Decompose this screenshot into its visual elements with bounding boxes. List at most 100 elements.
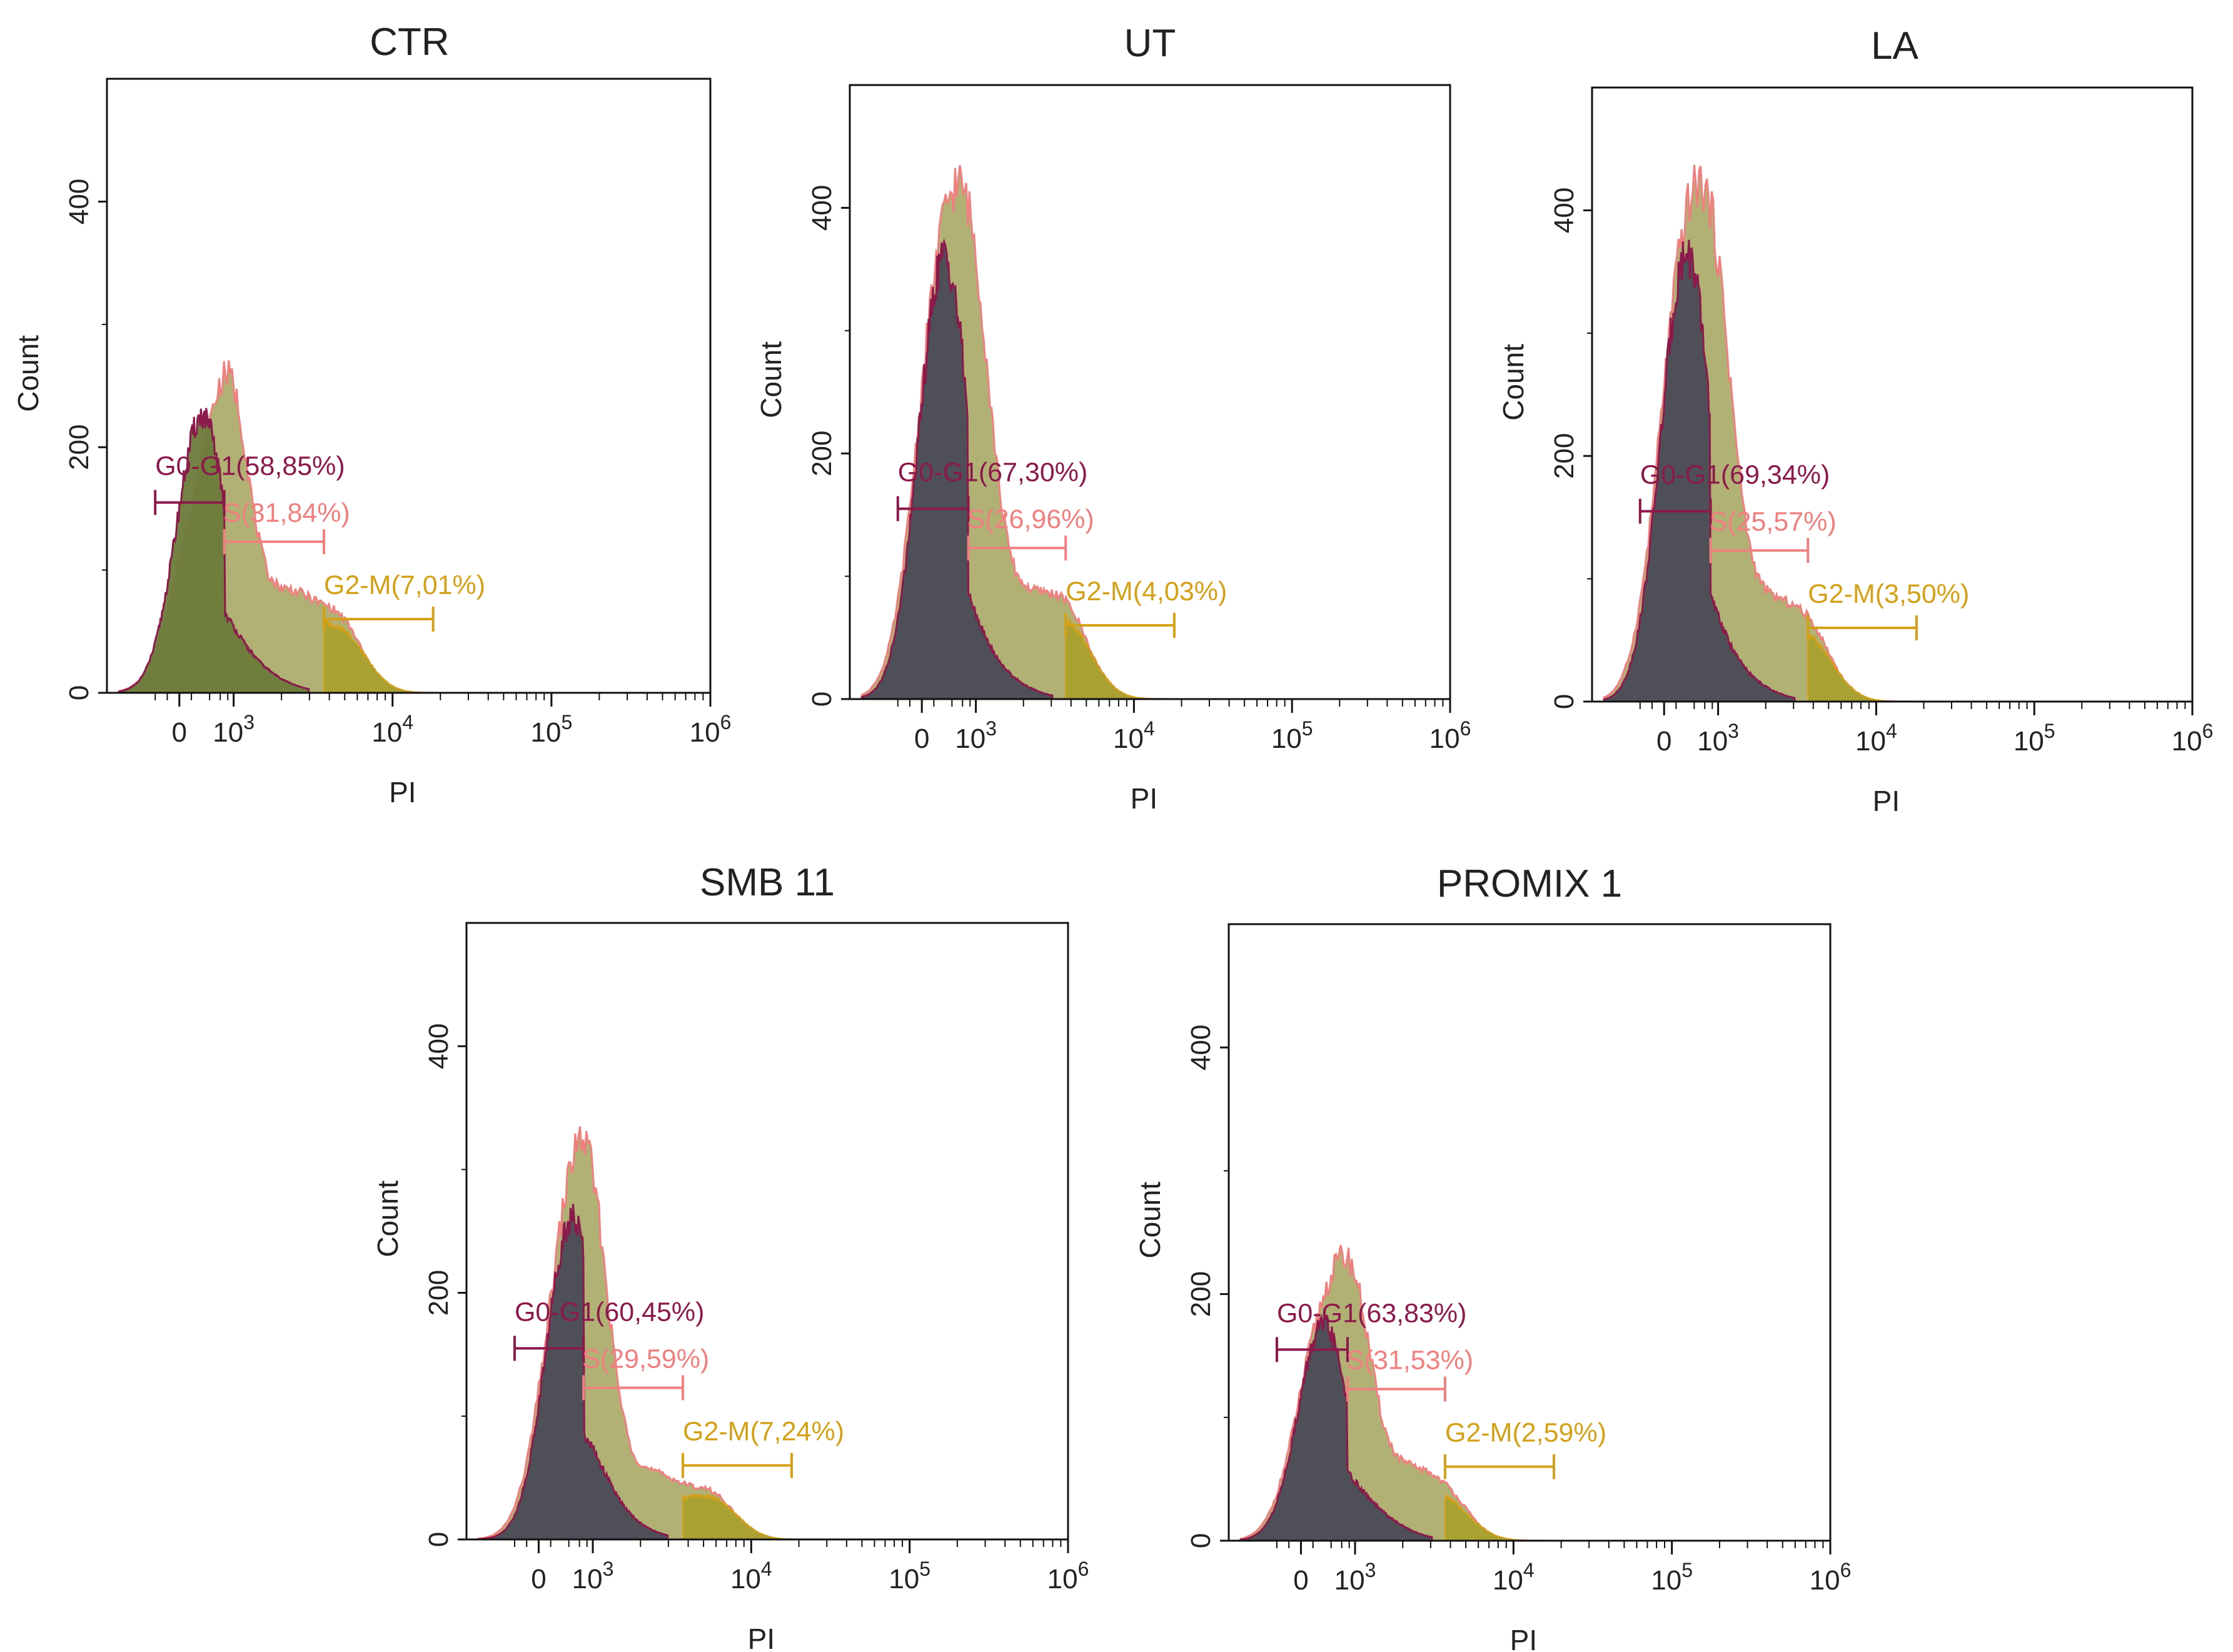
x-tick-label: 0 bbox=[1293, 1565, 1308, 1596]
gate-label: G0-G1(63,83%) bbox=[1277, 1298, 1467, 1328]
plot-title: UT bbox=[1124, 22, 1176, 65]
gate-g2-m: G2-M(2,59%) bbox=[1443, 1418, 1606, 1479]
histogram-control bbox=[477, 1204, 669, 1541]
x-tick-label: 103 bbox=[572, 1558, 614, 1594]
histogram-control bbox=[860, 238, 1054, 700]
histogram-panel-3: LA 0 200 400 Count 0 103 104 105 106 PI G0-G1(69,34… bbox=[1497, 24, 2213, 817]
histogram-g2m-region bbox=[323, 619, 469, 693]
y-tick-label: 200 bbox=[1186, 1271, 1216, 1317]
histogram-g2m-region bbox=[1065, 617, 1210, 700]
gate-g0-g1: G0-G1(58,85%) bbox=[154, 451, 345, 515]
x-tick-label: 104 bbox=[730, 1558, 772, 1594]
gate-g0-g1: G0-G1(69,34%) bbox=[1638, 460, 1830, 524]
gate-s: S(31,84%) bbox=[223, 498, 350, 555]
x-tick-label: 104 bbox=[1493, 1559, 1535, 1596]
x-tick-label: 103 bbox=[1334, 1559, 1376, 1596]
y-tick-label: 0 bbox=[1186, 1533, 1216, 1548]
y-tick-label: 400 bbox=[1186, 1024, 1216, 1070]
y-tick-label: 400 bbox=[1549, 188, 1580, 233]
gate-label: S(25,57%) bbox=[1710, 506, 1837, 536]
gate-label: G0-G1(69,34%) bbox=[1640, 460, 1830, 490]
y-tick-label: 200 bbox=[423, 1270, 454, 1316]
y-tick-label: 0 bbox=[64, 685, 94, 700]
gate-label: G2-M(7,01%) bbox=[324, 570, 485, 600]
x-tick-label: 105 bbox=[1271, 717, 1313, 754]
y-tick-label: 400 bbox=[807, 185, 837, 231]
x-tick-label: 105 bbox=[889, 1558, 930, 1594]
histogram-panel-2: UT 0 200 400 Count 0 103 104 105 106 PI G0-G1(67,30… bbox=[755, 22, 1471, 815]
y-axis-label: Count bbox=[12, 335, 44, 412]
gate-g0-g1: G0-G1(60,45%) bbox=[513, 1297, 705, 1361]
x-tick-label: 103 bbox=[1697, 720, 1739, 757]
plot-frame bbox=[106, 78, 712, 694]
histogram-panel-5: PROMIX 1 0 200 400 Count 0 103 104 105 106 PI G0-G1… bbox=[1134, 862, 1851, 1652]
gate-g0-g1: G0-G1(67,30%) bbox=[896, 458, 1088, 521]
y-tick-label: 200 bbox=[1549, 433, 1580, 478]
plot-title: LA bbox=[1871, 24, 1918, 68]
x-axis-label: PI bbox=[1873, 785, 1900, 817]
x-tick-label: 105 bbox=[531, 711, 573, 748]
x-tick-label: 0 bbox=[531, 1564, 546, 1594]
histogram-control bbox=[118, 408, 310, 694]
y-tick-label: 0 bbox=[1549, 694, 1580, 709]
y-tick-label: 400 bbox=[64, 179, 94, 224]
y-tick-label: 0 bbox=[807, 692, 837, 707]
x-tick-label: 105 bbox=[2014, 720, 2055, 757]
gate-label: S(26,96%) bbox=[967, 504, 1094, 534]
x-axis-label: PI bbox=[389, 776, 416, 808]
x-tick-label: 106 bbox=[1810, 1559, 1852, 1596]
y-tick-label: 400 bbox=[423, 1023, 454, 1069]
gate-label: G2-M(2,59%) bbox=[1445, 1418, 1606, 1448]
plot-frame bbox=[1227, 923, 1832, 1542]
y-axis-label: Count bbox=[755, 341, 787, 418]
x-tick-label: 0 bbox=[1656, 726, 1671, 757]
histogram-g2m-region bbox=[682, 1493, 828, 1540]
plot-title: CTR bbox=[370, 21, 449, 64]
y-axis-label: Count bbox=[1497, 344, 1530, 421]
gate-g2-m: G2-M(3,50%) bbox=[1807, 579, 1969, 641]
x-tick-label: 106 bbox=[1429, 717, 1471, 754]
x-tick-label: 104 bbox=[1113, 717, 1155, 754]
x-axis-label: PI bbox=[1510, 1624, 1537, 1652]
x-tick-label: 0 bbox=[172, 717, 187, 748]
histogram-g2m-region bbox=[1444, 1493, 1590, 1541]
x-tick-label: 106 bbox=[1047, 1558, 1089, 1594]
gate-label: G2-M(3,50%) bbox=[1808, 579, 1969, 609]
histogram-panel-4: SMB 11 0 200 400 Count 0 103 104 105 106 PI G0-G1(6… bbox=[371, 861, 1089, 1652]
y-axis-label: Count bbox=[1134, 1182, 1166, 1259]
gate-s: S(31,53%) bbox=[1346, 1345, 1473, 1402]
x-tick-label: 103 bbox=[955, 717, 997, 754]
x-axis-label: PI bbox=[748, 1623, 775, 1652]
x-tick-label: 106 bbox=[2172, 720, 2214, 757]
x-tick-label: 104 bbox=[371, 711, 413, 748]
x-tick-label: 103 bbox=[213, 711, 255, 748]
gate-label: S(31,53%) bbox=[1346, 1345, 1473, 1375]
gate-label: S(29,59%) bbox=[582, 1344, 709, 1374]
x-tick-label: 106 bbox=[690, 711, 732, 748]
gate-s: S(26,96%) bbox=[967, 504, 1094, 561]
gate-s: S(25,57%) bbox=[1709, 506, 1837, 563]
x-tick-label: 0 bbox=[914, 723, 929, 754]
gate-g2-m: G2-M(4,03%) bbox=[1064, 577, 1227, 638]
plot-title: PROMIX 1 bbox=[1437, 862, 1622, 905]
plot-frame bbox=[849, 84, 1451, 700]
gate-g2-m: G2-M(7,01%) bbox=[323, 570, 485, 632]
x-tick-label: 104 bbox=[1855, 720, 1897, 757]
gate-label: S(31,84%) bbox=[223, 498, 350, 528]
plot-title: SMB 11 bbox=[700, 861, 835, 904]
x-axis-label: PI bbox=[1131, 782, 1157, 815]
y-axis-label: Count bbox=[371, 1181, 404, 1257]
plot-frame bbox=[1591, 86, 2194, 703]
y-tick-label: 0 bbox=[423, 1532, 454, 1547]
gate-g0-g1: G0-G1(63,83%) bbox=[1275, 1298, 1467, 1362]
gate-g2-m: G2-M(7,24%) bbox=[681, 1417, 844, 1478]
gate-label: G0-G1(58,85%) bbox=[155, 451, 345, 481]
x-tick-label: 105 bbox=[1651, 1559, 1693, 1596]
gate-label: G0-G1(60,45%) bbox=[515, 1297, 705, 1327]
plot-frame bbox=[465, 922, 1069, 1541]
histogram-g2m-region bbox=[1807, 633, 1952, 702]
y-tick-label: 200 bbox=[64, 424, 94, 470]
gate-label: G0-G1(67,30%) bbox=[898, 458, 1088, 488]
gate-label: G2-M(7,24%) bbox=[683, 1417, 844, 1447]
gate-label: G2-M(4,03%) bbox=[1066, 577, 1227, 607]
